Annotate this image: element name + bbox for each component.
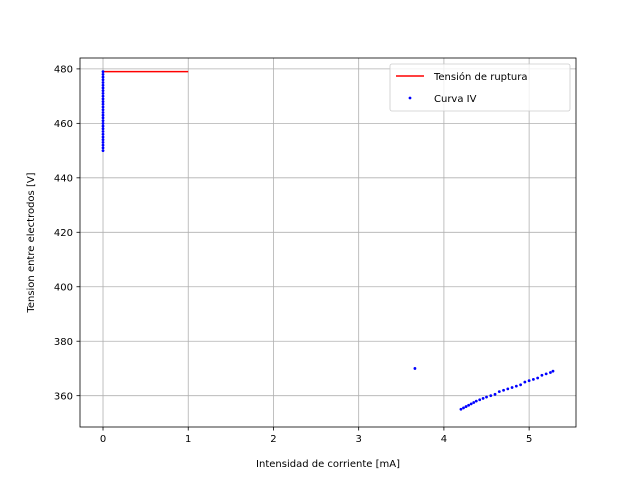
iv-curve-point xyxy=(101,119,105,123)
x-tick-label: 0 xyxy=(100,434,106,445)
iv-curve-point xyxy=(413,367,417,370)
y-tick-label: 400 xyxy=(54,282,73,293)
iv-curve-point xyxy=(101,78,105,82)
iv-curve-point xyxy=(485,395,488,399)
y-tick-label: 460 xyxy=(54,119,73,130)
iv-curve-point xyxy=(101,130,105,133)
iv-curve-point xyxy=(497,390,501,393)
grid xyxy=(80,58,576,427)
iv-curve-point xyxy=(481,397,485,400)
legend-entry-tension-de-ruptura: Tensión de ruptura xyxy=(433,71,528,83)
x-tick-label: 2 xyxy=(270,434,276,445)
iv-curve-point xyxy=(462,406,465,410)
iv-curve-point xyxy=(101,92,105,95)
y-tick-label: 480 xyxy=(54,64,73,75)
iv-curve-point xyxy=(101,89,105,93)
iv-curve-point xyxy=(531,377,535,381)
iv-curve-point xyxy=(101,83,105,87)
legend-box xyxy=(389,63,571,112)
y-tick-label: 440 xyxy=(54,173,73,184)
iv-curve-point xyxy=(472,401,476,404)
x-tick-label: 1 xyxy=(185,434,191,445)
x-axis-ticks: 0 1 2 3 4 5 xyxy=(100,427,532,445)
iv-curve-point xyxy=(101,100,105,103)
x-tick-label: 5 xyxy=(526,434,532,445)
iv-curve-point xyxy=(101,108,105,112)
iv-curve-point xyxy=(464,405,468,408)
iv-curve-point xyxy=(101,143,105,147)
iv-curve-point xyxy=(101,127,105,131)
iv-curve-point xyxy=(101,149,105,152)
x-axis-label: Intensidad de corriente [mA] xyxy=(256,459,400,470)
x-tick-label: 4 xyxy=(441,434,447,445)
iv-curve-point xyxy=(101,102,105,106)
iv-curve-point xyxy=(459,407,463,411)
iv-curve-point xyxy=(551,369,555,373)
iv-curve-point xyxy=(489,394,493,398)
iv-curve-point xyxy=(101,111,105,114)
x-tick-label: 3 xyxy=(355,434,361,445)
iv-curve-point xyxy=(101,86,105,90)
iv-curve-point xyxy=(536,376,540,380)
iv-curve-point xyxy=(101,121,105,125)
iv-curve-point xyxy=(101,141,105,144)
iv-curve-point xyxy=(101,138,105,142)
y-axis-ticks: 360 380 400 420 440 460 480 xyxy=(54,64,80,402)
iv-curve-point xyxy=(519,383,523,387)
iv-curve-point xyxy=(101,97,105,101)
iv-curve-point xyxy=(101,75,105,79)
iv-curve-point xyxy=(493,392,497,396)
iv-curve-point xyxy=(502,388,505,392)
iv-curve-point xyxy=(101,113,105,117)
iv-curve-point xyxy=(101,72,105,76)
iv-curve-point xyxy=(101,146,105,150)
y-tick-label: 420 xyxy=(54,228,73,239)
iv-curve-point xyxy=(101,70,105,74)
iv-curve-point xyxy=(514,384,518,388)
iv-curve-point xyxy=(523,380,527,384)
iv-curve-point xyxy=(506,387,510,391)
iv-curve-point xyxy=(469,402,473,406)
legend-swatch-curva-iv xyxy=(408,96,412,100)
iv-curve-point xyxy=(467,403,471,407)
iv-curve-point xyxy=(549,371,552,374)
legend-swatch-dot xyxy=(408,96,412,100)
iv-curve-point xyxy=(101,116,105,120)
legend-entry-curva-iv: Curva IV xyxy=(434,94,477,105)
y-tick-label: 360 xyxy=(54,391,73,402)
iv-curve-point xyxy=(101,105,105,109)
iv-curve-point xyxy=(510,386,514,389)
legend: Tensión de ruptura Curva IV xyxy=(389,63,571,112)
iv-curve-point xyxy=(544,372,548,376)
iv-curve-point xyxy=(101,135,105,139)
iv-curve-point xyxy=(478,398,482,402)
plot-frame xyxy=(79,57,577,428)
plot-series xyxy=(101,70,555,411)
iv-curve-point xyxy=(101,124,105,128)
iv-curve-point xyxy=(474,399,478,403)
iv-curve-point xyxy=(101,132,105,136)
iv-curve-point xyxy=(101,81,105,84)
y-axis-label: Tension entre electrodos [V] xyxy=(26,172,37,313)
iv-curve-point xyxy=(527,379,531,383)
y-tick-label: 380 xyxy=(54,337,73,348)
iv-curve-point xyxy=(101,94,105,98)
iv-curve-point xyxy=(540,373,544,377)
